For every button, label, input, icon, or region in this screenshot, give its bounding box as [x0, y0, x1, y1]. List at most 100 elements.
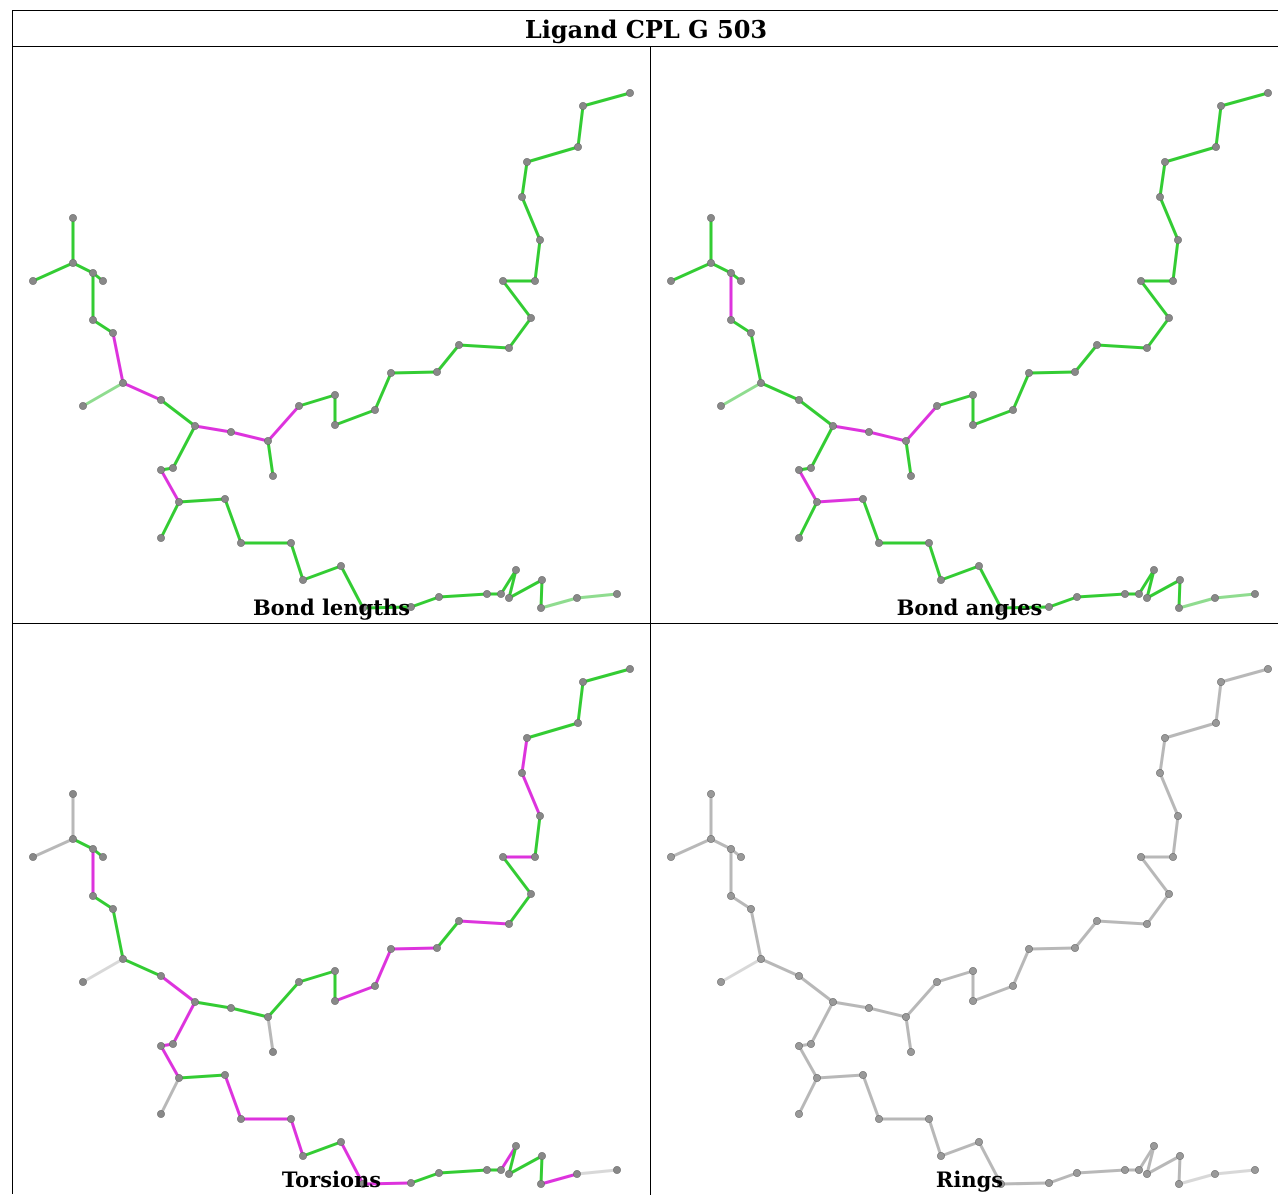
- atom-30: [269, 1048, 277, 1056]
- atom-2: [29, 853, 37, 861]
- atom-44: [1135, 1166, 1143, 1174]
- bond-16: [373, 947, 393, 988]
- atom-47: [1176, 1152, 1184, 1160]
- atom-10: [191, 998, 199, 1006]
- atom-15: [969, 421, 977, 429]
- atom-46: [1143, 594, 1151, 602]
- atom-32: [795, 1042, 803, 1050]
- atom-36: [875, 539, 883, 547]
- atom-12: [902, 437, 910, 445]
- bond-13: [935, 393, 975, 408]
- atom-50: [1251, 1166, 1259, 1174]
- atom-0: [707, 214, 715, 222]
- bond-12: [266, 404, 301, 443]
- atom-36: [237, 539, 245, 547]
- bond-38: [939, 1140, 981, 1158]
- atom-21: [527, 890, 535, 898]
- atom-0: [707, 790, 715, 798]
- bond-16: [1011, 947, 1031, 988]
- bond-21: [501, 279, 533, 320]
- atom-38: [937, 576, 945, 584]
- atom-30: [907, 1048, 915, 1056]
- figure-title: Ligand CPL G 503: [13, 11, 1278, 47]
- bond-27: [1214, 104, 1223, 149]
- atom-5: [89, 316, 97, 324]
- bond-45: [1145, 568, 1156, 600]
- atom-24: [536, 812, 544, 820]
- atom-34: [157, 534, 165, 542]
- atom-12: [902, 1013, 910, 1021]
- atom-46: [505, 594, 513, 602]
- atom-6: [747, 329, 755, 337]
- atom-15: [969, 997, 977, 1005]
- bond-17: [1027, 946, 1077, 951]
- atom-28: [1217, 102, 1225, 110]
- bond-9: [159, 974, 197, 1004]
- atom-11: [865, 428, 873, 436]
- bond-24: [520, 771, 542, 818]
- atom-36: [237, 1115, 245, 1123]
- atom-24: [1174, 812, 1182, 820]
- bond-29: [904, 439, 913, 478]
- bond-18: [1073, 919, 1099, 950]
- bond-38: [301, 564, 343, 582]
- atom-49: [573, 594, 581, 602]
- atom-21: [1165, 890, 1173, 898]
- bond-10: [193, 1000, 233, 1010]
- atom-43: [1121, 1166, 1129, 1174]
- atom-0: [69, 790, 77, 798]
- atom-9: [795, 396, 803, 404]
- atom-14: [969, 391, 977, 399]
- bond-24: [520, 195, 542, 242]
- atom-24: [1174, 236, 1182, 244]
- bond-39: [339, 564, 365, 610]
- atom-1: [707, 259, 715, 267]
- atom-49: [1211, 594, 1219, 602]
- atom-44: [1135, 590, 1143, 598]
- bond-41: [409, 595, 441, 609]
- atom-8: [717, 402, 725, 410]
- bond-35: [223, 1073, 243, 1121]
- bond-33: [159, 1076, 181, 1116]
- atom-39: [975, 1138, 983, 1146]
- bond-17: [1027, 370, 1077, 375]
- atom-33: [175, 1074, 183, 1082]
- atom-3: [89, 269, 97, 277]
- atom-41: [1045, 603, 1053, 611]
- atom-29: [1264, 665, 1272, 673]
- atom-46: [1143, 1170, 1151, 1178]
- atom-49: [573, 1170, 581, 1178]
- atom-48: [537, 604, 545, 612]
- panel-bond-lengths: Bond lengths: [13, 48, 650, 624]
- atom-20: [1143, 344, 1151, 352]
- atom-7: [119, 955, 127, 963]
- atom-27: [574, 719, 582, 727]
- figure-table: Ligand CPL G 503 Bond lengths Bond angle…: [12, 10, 1278, 1195]
- atom-47: [538, 1152, 546, 1160]
- bond-45: [507, 568, 518, 600]
- atom-27: [1212, 719, 1220, 727]
- bond-46: [1145, 1154, 1182, 1176]
- atom-33: [175, 498, 183, 506]
- bond-48: [1177, 596, 1217, 610]
- bond-26: [1163, 721, 1218, 740]
- atom-19: [1093, 917, 1101, 925]
- atom-13: [933, 978, 941, 986]
- atom-40: [997, 1180, 1005, 1188]
- bond-21: [1139, 279, 1171, 320]
- bond-28: [1219, 667, 1270, 684]
- bond-23: [1171, 238, 1180, 283]
- bond-25: [1158, 736, 1167, 775]
- atom-22: [1137, 277, 1145, 285]
- atom-19: [455, 917, 463, 925]
- atom-35: [859, 495, 867, 503]
- atom-4: [99, 853, 107, 861]
- atom-1: [69, 259, 77, 267]
- panel-caption-torsions: Torsions: [281, 1167, 382, 1192]
- atom-22: [499, 853, 507, 861]
- bond-24: [1158, 771, 1180, 818]
- panel-bond-angles: Bond angles: [651, 48, 1278, 624]
- bond-13: [935, 969, 975, 984]
- atom-32: [795, 466, 803, 474]
- atom-45: [512, 566, 520, 574]
